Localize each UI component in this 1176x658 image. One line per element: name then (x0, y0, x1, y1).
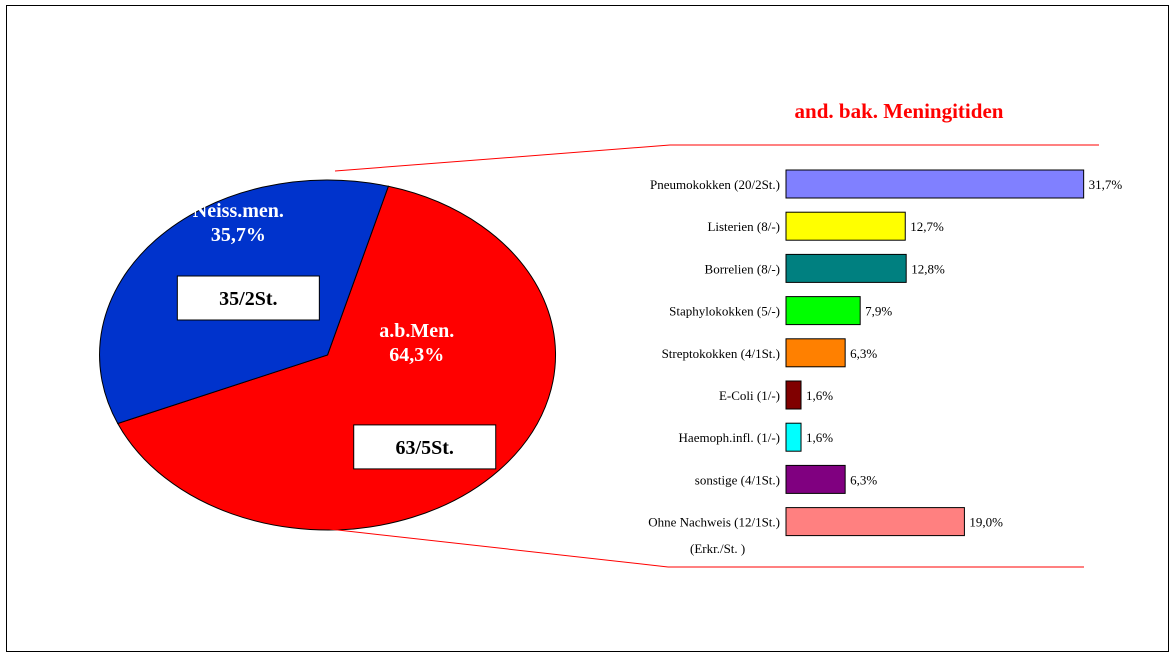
bar-category-label: Ohne Nachweis (12/1St.) (648, 515, 780, 530)
bar-category-label: Borrelien (8/-) (705, 261, 780, 276)
bar-category-label: Haemoph.infl. (1/-) (679, 430, 780, 445)
bar-category-label: Staphylokokken (5/-) (669, 304, 780, 319)
bar-value-label: 19,0% (969, 515, 1003, 530)
bar-category-label: Streptokokken (4/1St.) (662, 346, 780, 361)
bar (785, 380, 802, 410)
bar (785, 422, 802, 452)
pie-slice-percent: 35,7% (211, 224, 266, 246)
bar-chart-title: and. bak. Meningitiden (795, 99, 1004, 123)
bar-value-label: 31,7% (1089, 177, 1123, 192)
pie-slice-name: a.b.Men. (379, 320, 454, 342)
bar-value-label: 12,8% (911, 261, 945, 276)
pie-count-box (353, 424, 497, 470)
pie-count-box (176, 275, 320, 321)
bar (785, 169, 1085, 199)
bar-chart-unit-note: (Erkr./St. ) (690, 541, 745, 556)
connector-lines (319, 144, 1099, 568)
bar-category-label: sonstige (4/1St.) (695, 472, 780, 487)
bar (785, 464, 846, 494)
bar-category-label: Listerien (8/-) (707, 219, 780, 234)
pie-slice-percent: 64,3% (389, 344, 444, 366)
bar-category-label: Pneumokokken (20/2St.) (650, 177, 780, 192)
chart-frame (6, 5, 1169, 652)
connector-line-bottom (319, 527, 669, 568)
bar-value-label: 6,3% (850, 472, 877, 487)
connector-line-top (334, 144, 671, 172)
bar-value-label: 1,6% (806, 388, 833, 403)
bar (785, 211, 906, 241)
bar-chart: and. bak. Meningitiden (Erkr./St. ) Pneu… (648, 99, 1122, 556)
bar-value-label: 12,7% (910, 219, 944, 234)
bar-value-label: 6,3% (850, 346, 877, 361)
bar (785, 507, 965, 537)
bar (785, 296, 861, 326)
pie-count-label: 63/5St. (396, 437, 454, 459)
pie-slice-name: Neiss.men. (193, 200, 284, 222)
bar (785, 338, 846, 368)
pie-count-label: 35/2St. (219, 288, 277, 310)
bar (785, 253, 907, 283)
bar-value-label: 7,9% (865, 304, 892, 319)
bar-category-label: E-Coli (1/-) (719, 388, 780, 403)
bar-value-label: 1,6% (806, 430, 833, 445)
pie-chart: a.b.Men.64,3% 63/5St. Neiss.men.35,7% 35/2S… (99, 179, 557, 531)
